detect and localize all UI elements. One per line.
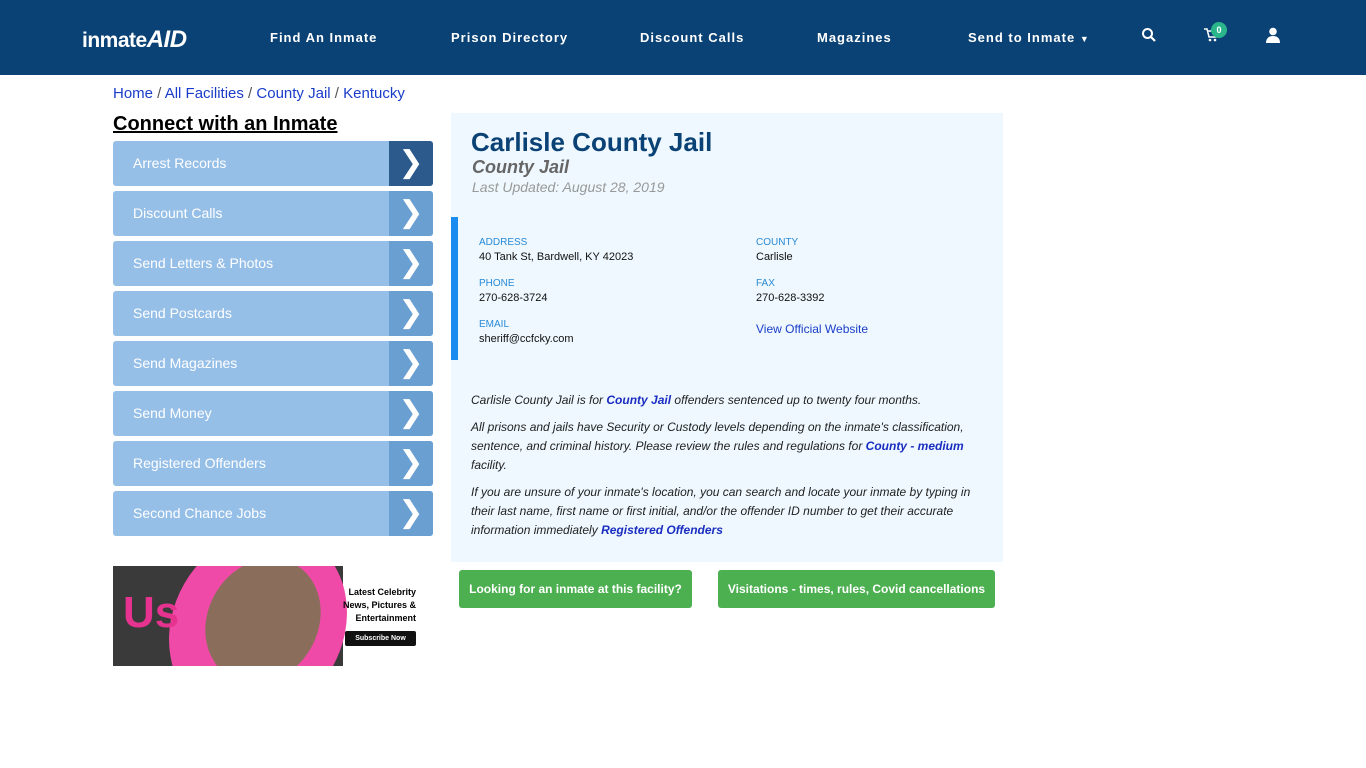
sidebar-item-label: Send Magazines [133,355,238,371]
breadcrumb-kentucky[interactable]: Kentucky [343,85,405,102]
facility-info: ADDRESS 40 Tank St, Bardwell, KY 42023 CO… [451,217,1003,360]
breadcrumb-all-facilities[interactable]: All Facilities [164,85,244,102]
cart-count-badge: 0 [1211,22,1227,38]
logo-text: inmate [82,29,147,52]
sidebar-item-arrest-records[interactable]: Arrest Records ❯ [113,141,433,186]
nav-send-to-inmate[interactable]: Send to Inmate ▼ [968,30,1090,45]
nav-discount-calls[interactable]: Discount Calls [640,30,745,45]
address-field: ADDRESS 40 Tank St, Bardwell, KY 42023 [479,237,634,263]
chevron-right-icon: ❯ [389,391,433,436]
ad-brand: Us [123,588,180,637]
phone-field: PHONE 270-628-3724 [479,278,548,304]
county-field: COUNTY Carlisle [756,237,799,263]
nav-magazines[interactable]: Magazines [817,30,892,45]
sidebar-item-send-magazines[interactable]: Send Magazines ❯ [113,341,433,386]
official-website-field: View Official Website [756,322,868,336]
last-updated: Last Updated: August 28, 2019 [472,179,665,195]
logo[interactable]: inmateAID [82,26,187,54]
chevron-right-icon: ❯ [389,241,433,286]
facility-type: County Jail [472,157,570,177]
fax-field: FAX 270-628-3392 [756,278,825,304]
breadcrumb: Home / All Facilities / County Jail / Ke… [113,85,405,102]
chevron-right-icon: ❯ [389,491,433,536]
nav-prison-directory[interactable]: Prison Directory [451,30,569,45]
sidebar-item-discount-calls[interactable]: Discount Calls ❯ [113,191,433,236]
facility-description: Carlisle County Jail is for County Jail … [471,393,971,537]
email-field: EMAIL sheriff@ccfcky.com [479,319,574,345]
facility-name: Carlisle County Jail [471,127,713,157]
sidebar-item-label: Arrest Records [133,155,227,171]
top-navbar: inmateAID Find An Inmate Prison Director… [0,0,1366,75]
sidebar-item-send-letters[interactable]: Send Letters & Photos ❯ [113,241,433,286]
sidebar-title: Connect with an Inmate [113,113,338,135]
us-weekly-ad-banner[interactable]: Us Latest Celebrity News, Pictures & Enter… [113,566,433,666]
sidebar-item-send-money[interactable]: Send Money ❯ [113,391,433,436]
breadcrumb-county-jail[interactable]: County Jail [256,85,331,102]
sidebar-item-label: Send Money [133,405,212,421]
user-icon[interactable] [1266,27,1280,47]
chevron-right-icon: ❯ [389,191,433,236]
facility-panel: Carlisle County Jail County Jail Last Up… [451,113,1003,562]
county-jail-link[interactable]: County Jail [606,393,672,407]
chevron-right-icon: ❯ [389,341,433,386]
nav-find-inmate[interactable]: Find An Inmate [270,30,378,45]
county-medium-link[interactable]: County - medium [865,439,964,453]
nav-send-label: Send to Inmate [968,30,1076,45]
ad-text: Latest Celebrity News, Pictures & Entertai… [342,587,416,623]
registered-offenders-link[interactable]: Registered Offenders [601,523,723,537]
breadcrumb-home[interactable]: Home [113,85,154,102]
chevron-right-icon: ❯ [389,441,433,486]
sidebar-item-registered-offenders[interactable]: Registered Offenders ❯ [113,441,433,486]
sidebar-item-label: Registered Offenders [133,455,266,471]
logo-accent: AID [146,26,187,53]
visitations-button[interactable]: Visitations - times, rules, Covid cancel… [718,570,995,608]
find-inmate-button[interactable]: Looking for an inmate at this facility? [459,570,692,608]
chevron-right-icon: ❯ [389,291,433,336]
sidebar-item-send-postcards[interactable]: Send Postcards ❯ [113,291,433,336]
ad-subscribe-button[interactable]: Subscribe Now [345,631,416,646]
sidebar-item-second-chance-jobs[interactable]: Second Chance Jobs ❯ [113,491,433,536]
sidebar-item-label: Send Letters & Photos [133,255,274,271]
search-icon[interactable] [1141,27,1157,47]
official-website-link[interactable]: View Official Website [756,322,869,336]
sidebar-item-label: Second Chance Jobs [133,505,267,521]
caret-down-icon: ▼ [1079,34,1090,44]
chevron-right-icon: ❯ [389,141,433,186]
sidebar-item-label: Send Postcards [133,305,232,321]
sidebar-item-label: Discount Calls [133,205,223,221]
